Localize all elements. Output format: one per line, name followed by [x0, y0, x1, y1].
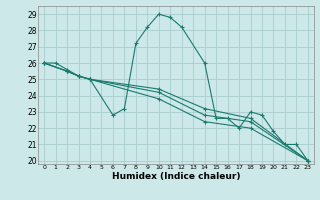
- X-axis label: Humidex (Indice chaleur): Humidex (Indice chaleur): [112, 172, 240, 181]
